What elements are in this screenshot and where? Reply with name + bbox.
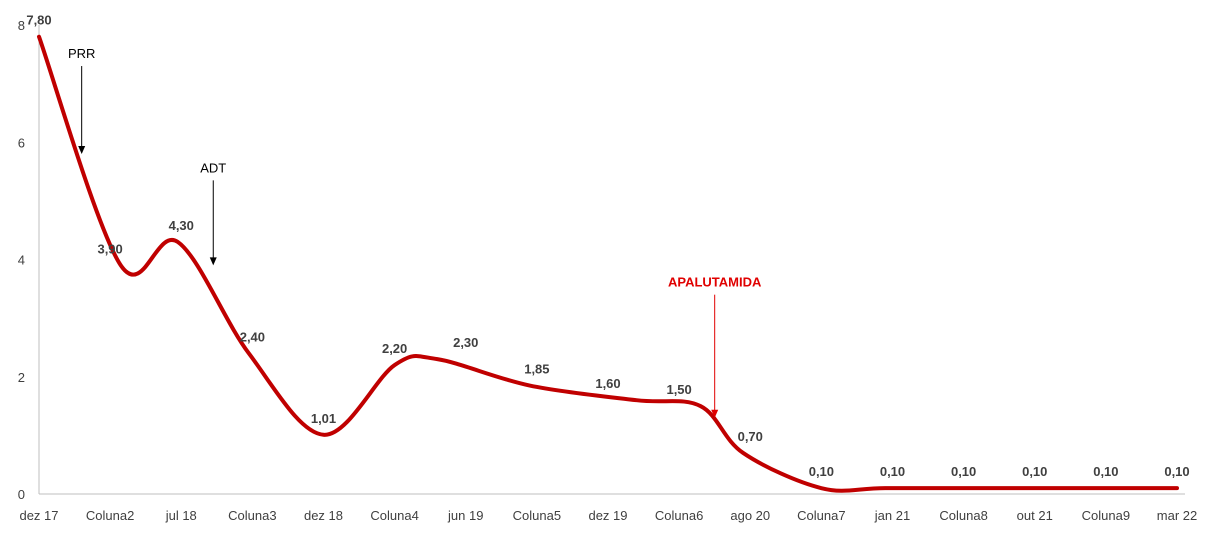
data-label: 1,85 (524, 362, 549, 377)
data-labels: 7,80 3,90 4,30 2,40 1,01 2,20 2,30 1,85 1,60 1,50… (26, 13, 1189, 479)
data-label: 0,10 (880, 464, 905, 479)
y-tick-label: 2 (18, 370, 25, 385)
x-tick-label: Coluna9 (1082, 508, 1130, 523)
x-tick-label: Coluna7 (797, 508, 845, 523)
data-label: 3,90 (97, 241, 122, 256)
series-line (37, 34, 1179, 493)
annotation-arrow-head (711, 409, 719, 418)
x-tick-label: mar 22 (1157, 508, 1197, 523)
data-label: 0,10 (951, 464, 976, 479)
y-tick-label: 8 (18, 18, 25, 33)
data-label: 1,60 (595, 376, 620, 391)
x-tick-label: Coluna3 (228, 508, 276, 523)
data-label: 0,10 (809, 464, 834, 479)
x-tick-label: ago 20 (730, 508, 770, 523)
x-tick-label: jan 21 (874, 508, 910, 523)
x-tick-label: Coluna8 (939, 508, 987, 523)
data-label: 1,01 (311, 411, 336, 426)
annotation-arrow-head (209, 257, 217, 266)
data-label: 0,10 (1022, 464, 1047, 479)
x-tick-label: dez 18 (304, 508, 343, 523)
annotations: PRR ADT APALUTAMIDA (68, 46, 762, 418)
x-tick-label: dez 19 (588, 508, 627, 523)
data-label: 2,30 (453, 335, 478, 350)
x-tick-label: jul 18 (165, 508, 197, 523)
annotation-label: ADT (200, 160, 226, 175)
data-label: 0,70 (738, 429, 763, 444)
data-label: 0,10 (1164, 464, 1189, 479)
x-tick-label: Coluna4 (370, 508, 418, 523)
data-label: 4,30 (169, 218, 194, 233)
data-label: 7,80 (26, 13, 51, 28)
data-label: 1,50 (666, 382, 691, 397)
x-tick-label: Coluna6 (655, 508, 703, 523)
x-tick-label: out 21 (1017, 508, 1053, 523)
x-tick-label: Coluna2 (86, 508, 134, 523)
data-label: 2,20 (382, 341, 407, 356)
data-label: 0,10 (1093, 464, 1118, 479)
y-tick-label: 4 (18, 253, 25, 268)
y-tick-label: 6 (18, 135, 25, 150)
x-tick-label: dez 17 (19, 508, 58, 523)
data-label: 2,40 (240, 329, 265, 344)
x-tick-label: Coluna5 (513, 508, 561, 523)
y-axis-ticks: 0 2 4 6 8 (18, 18, 25, 502)
annotation-arrow-head (78, 145, 86, 154)
y-tick-label: 0 (18, 487, 25, 502)
annotation-label: PRR (68, 46, 95, 61)
axes (38, 25, 1185, 495)
annotation-label: APALUTAMIDA (668, 275, 762, 290)
x-tick-label: jun 19 (447, 508, 483, 523)
x-axis-ticks: dez 17 Coluna2 jul 18 Coluna3 dez 18 Coluna4 j… (19, 508, 1197, 523)
